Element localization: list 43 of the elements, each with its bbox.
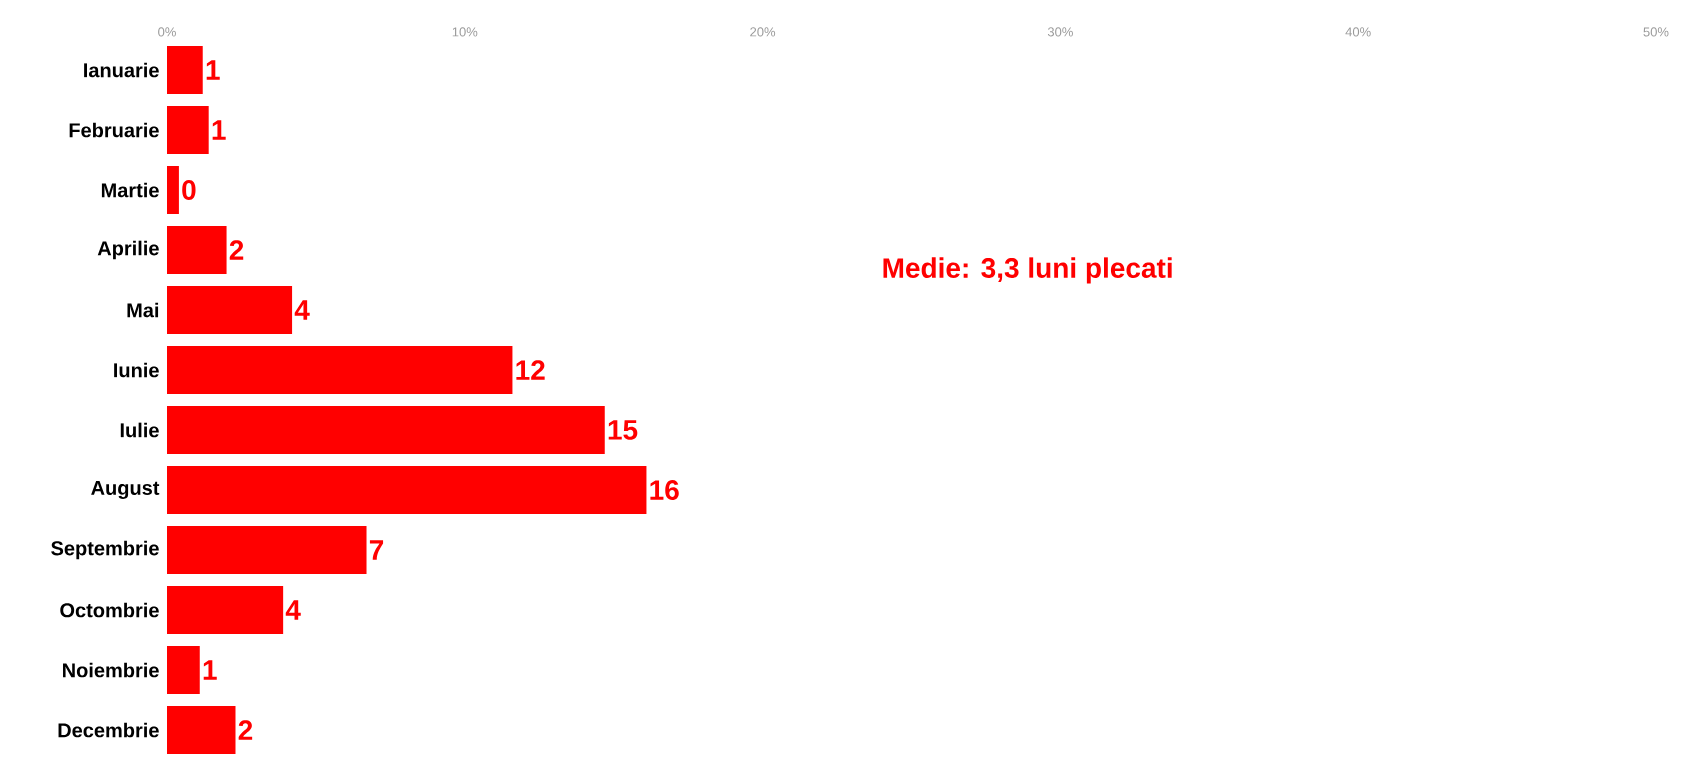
bar (167, 166, 179, 214)
data-label: 2 (229, 240, 244, 260)
x-tick-label: 20% (750, 27, 776, 37)
x-tick-label: 30% (1047, 27, 1073, 37)
bar (167, 646, 200, 695)
bar (167, 286, 293, 334)
y-tick-label: Februarie (69, 122, 159, 138)
bar (167, 46, 203, 94)
bar (167, 466, 647, 515)
y-tick-label: Septembrie (51, 540, 159, 560)
y-tick-label: Ianuarie (84, 62, 159, 78)
data-label: 4 (294, 300, 310, 320)
y-tick-label: Octombrie (60, 602, 159, 618)
x-tick-label: 50% (1643, 27, 1669, 37)
data-label: 0 (182, 180, 196, 200)
bar (167, 226, 227, 274)
bar (167, 706, 236, 755)
x-tick-label: 40% (1345, 27, 1371, 37)
data-label: 1 (206, 60, 220, 80)
bar (167, 406, 605, 454)
bar (167, 526, 367, 575)
data-label: 4 (285, 600, 301, 620)
y-tick-label: August (91, 481, 160, 499)
data-label: 2 (238, 720, 253, 740)
y-tick-label: Martie (101, 182, 159, 198)
x-tick-label: 10% (452, 27, 478, 37)
bar (167, 106, 209, 154)
bar (167, 586, 284, 635)
y-tick-label: Iunie (114, 362, 159, 378)
data-label: 1 (203, 660, 217, 680)
data-label: 7 (369, 540, 384, 560)
y-tick-label: Aprilie (97, 240, 159, 260)
data-label: 15 (608, 420, 638, 440)
data-label: 16 (650, 480, 679, 500)
y-tick-label: Iulie (120, 422, 159, 438)
y-tick-label: Mai (127, 302, 159, 318)
bar (167, 346, 513, 394)
data-label: 12 (516, 360, 545, 380)
y-tick-label: Noiembrie (63, 662, 159, 678)
y-tick-label: Decembrie (58, 722, 159, 738)
annotation: Medie: 3,3 luni plecati (883, 257, 1172, 284)
x-tick-label: 0% (158, 27, 176, 37)
data-label: 1 (212, 120, 226, 140)
